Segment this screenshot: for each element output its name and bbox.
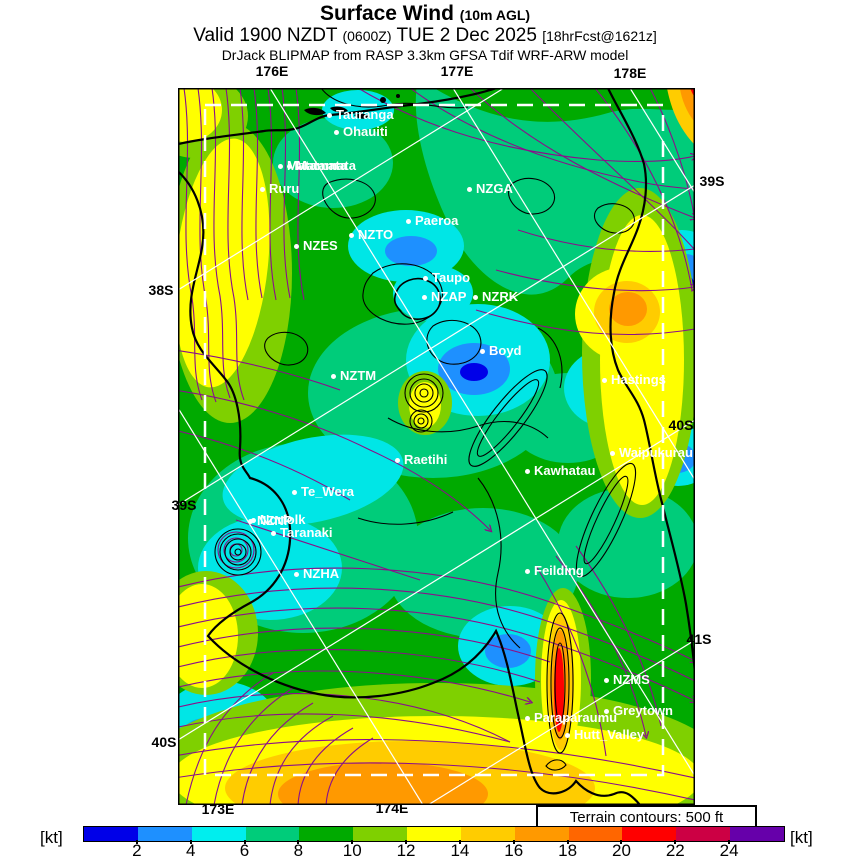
valid-prefix: Valid 1900 NZDT <box>193 25 338 46</box>
colorbar-tick-label: 20 <box>611 841 631 860</box>
colorbar-tick-label: 12 <box>396 841 416 860</box>
colorbar-segment <box>137 827 192 841</box>
colorbar-tick-label: 4 <box>185 841 196 860</box>
colorbar-tick-label: 8 <box>293 841 304 860</box>
graticule-label: 39S <box>699 173 725 189</box>
colorbar-segment <box>84 827 138 841</box>
colorbar-segment <box>730 827 784 841</box>
colorbar-tick-label: 6 <box>239 841 250 860</box>
colorbar-segment <box>245 827 300 841</box>
colorbar-segment <box>407 827 461 841</box>
colorbar-tick-label: 24 <box>719 841 739 860</box>
colorbar-tick-label: 16 <box>504 841 524 860</box>
wind-map-image <box>178 88 695 805</box>
graticule-label: 178E <box>613 65 647 81</box>
colorbar-unit-left: [kt] <box>40 828 63 847</box>
colorbar-tick-label: 10 <box>342 841 362 860</box>
title-suffix: (10m AGL) <box>459 7 531 23</box>
model-line: DrJack BLIPMAP from RASP 3.3km GFSA Tdif… <box>221 47 629 63</box>
colorbar-tick-label: 2 <box>132 841 142 860</box>
colorbar-unit-right: [kt] <box>790 828 813 847</box>
wind-map <box>178 88 695 805</box>
valid-date: TUE 2 Dec 2025 <box>396 25 537 46</box>
graticule-label: 177E <box>440 63 474 79</box>
colorbar-tick-label: 14 <box>450 841 470 860</box>
graticule-label: 40S <box>151 734 177 750</box>
valid-time-line: Valid 1900 NZDT (0600Z) TUE 2 Dec 2025 [… <box>0 25 850 47</box>
colorbar-segment <box>460 827 515 841</box>
valid-zulu: (0600Z) <box>342 28 392 44</box>
graticule-label: 38S <box>148 282 174 298</box>
colorbar-segment <box>514 827 569 841</box>
colorbar-tick-label: 18 <box>558 841 578 860</box>
colorbar-segment <box>191 827 246 841</box>
page-title: Surface Wind (10m AGL) <box>0 2 850 26</box>
colorbar-segment <box>622 827 677 841</box>
colorbar-segment <box>568 827 623 841</box>
colorbar-segment <box>299 827 354 841</box>
wind-speed-colorbar <box>83 826 785 842</box>
forecast-stamp: [18hrFcst@1621z] <box>542 28 657 44</box>
colorbar-tick-label: 22 <box>665 841 685 860</box>
colorbar-segment <box>353 827 408 841</box>
domain-boundary <box>203 103 665 777</box>
colorbar-segment <box>676 827 731 841</box>
graticule-label: 176E <box>255 63 289 79</box>
title-main: Surface Wind <box>319 2 454 25</box>
